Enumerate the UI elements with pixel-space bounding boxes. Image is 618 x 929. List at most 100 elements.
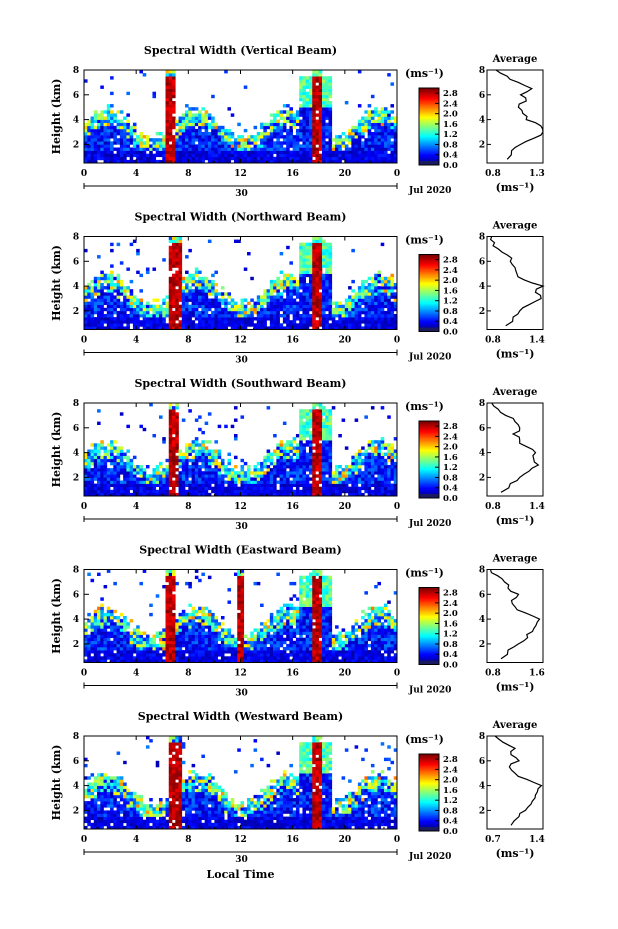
- heatmap-cell: [168, 483, 173, 487]
- heatmap-cell: [191, 465, 196, 469]
- heatmap-cell: [185, 125, 189, 130]
- heatmap-cell: [175, 474, 179, 478]
- heatmap-cell: [90, 492, 95, 497]
- heatmap-cell: [119, 110, 124, 114]
- heatmap-cell: [364, 147, 368, 151]
- heatmap-cell: [393, 326, 398, 330]
- heatmap-cell: [247, 483, 251, 487]
- heatmap-cell: [364, 125, 368, 130]
- heatmap-cell: [145, 301, 150, 305]
- heatmap-cell: [377, 273, 381, 278]
- heatmap-cell: [292, 477, 297, 481]
- heatmap-cell: [260, 492, 264, 497]
- heatmap-cell: [119, 320, 124, 324]
- heatmap-cell: [374, 279, 378, 284]
- heatmap-cell: [364, 295, 368, 299]
- heatmap-cell: [286, 141, 290, 145]
- heatmap-cell: [305, 409, 310, 413]
- heatmap-cell: [181, 304, 186, 309]
- heatmap-cell: [292, 113, 297, 117]
- heatmap-cell: [364, 156, 368, 161]
- heatmap-cell: [383, 492, 388, 497]
- heatmap-cell: [172, 461, 176, 466]
- heatmap-cell: [266, 483, 271, 487]
- heatmap-cell: [361, 159, 365, 164]
- heatmap-cell: [374, 122, 378, 127]
- heatmap-cell: [132, 153, 137, 158]
- heatmap-cell: [237, 471, 241, 475]
- heatmap-cell: [318, 317, 323, 321]
- heatmap-cell: [393, 461, 398, 466]
- heatmap-cell: [387, 147, 391, 151]
- heatmap-cell: [90, 135, 95, 139]
- heatmap-cell: [136, 483, 140, 487]
- heatmap-cell: [224, 138, 228, 142]
- heatmap-cell: [132, 465, 137, 469]
- heatmap-cell: [338, 147, 342, 151]
- heatmap-cell: [116, 489, 121, 494]
- heatmap-cell: [308, 141, 313, 145]
- heatmap-cell: [220, 286, 225, 290]
- heatmap-cell: [263, 458, 267, 463]
- heatmap-cell: [302, 320, 307, 324]
- heatmap-cell: [113, 119, 117, 123]
- heatmap-cell: [325, 79, 329, 83]
- heatmap-cell: [110, 91, 114, 96]
- heatmap-cell: [240, 138, 245, 142]
- heatmap-cell: [279, 113, 284, 117]
- heatmap-cell: [302, 301, 307, 305]
- heatmap-cell: [126, 489, 130, 494]
- heatmap-cell: [325, 153, 329, 158]
- heatmap-cell: [214, 270, 218, 274]
- heatmap-cell: [361, 135, 365, 139]
- heatmap-cell: [253, 125, 258, 130]
- heatmap-cell: [110, 116, 114, 120]
- heatmap-cell: [172, 483, 176, 487]
- heatmap-cell: [374, 150, 378, 154]
- heatmap-cell: [380, 406, 385, 410]
- heatmap-cell: [97, 612, 101, 617]
- heatmap-cell: [357, 320, 362, 324]
- heatmap-cell: [178, 310, 183, 315]
- heatmap-cell: [100, 128, 104, 133]
- heatmap-cell: [165, 113, 170, 117]
- heatmap-cell: [204, 150, 209, 154]
- heatmap-cell: [155, 326, 160, 330]
- heatmap-cell: [93, 631, 98, 635]
- heatmap-cell: [90, 656, 95, 660]
- heatmap-cell: [377, 141, 381, 145]
- heatmap-cell: [217, 301, 222, 305]
- heatmap-cell: [191, 156, 196, 161]
- heatmap-cell: [110, 159, 114, 164]
- heatmap-cell: [87, 477, 91, 481]
- heatmap-cell: [90, 455, 95, 460]
- heatmap-cell: [93, 474, 98, 478]
- heatmap-cell: [106, 468, 111, 472]
- heatmap-cell: [188, 320, 192, 324]
- heatmap-cell: [194, 286, 199, 290]
- heatmap-cell: [315, 113, 320, 117]
- heatmap-cell: [273, 474, 277, 478]
- heatmap-cell: [331, 301, 336, 305]
- heatmap-cell: [224, 144, 228, 148]
- heatmap-cell: [220, 132, 225, 136]
- heatmap-cell: [308, 150, 313, 154]
- heatmap-cell: [175, 248, 179, 253]
- heatmap-cell: [110, 323, 114, 327]
- heatmap-cell: [103, 465, 108, 469]
- heatmap-cell: [364, 150, 368, 154]
- heatmap-cell: [194, 489, 199, 494]
- heatmap-cell: [318, 76, 323, 80]
- heatmap-cell: [318, 116, 323, 120]
- heatmap-cell: [357, 153, 362, 158]
- heatmap-cell: [328, 91, 333, 96]
- heatmap-cell: [106, 612, 111, 617]
- date-label: Jul 2020: [408, 353, 451, 363]
- heatmap-cell: [139, 138, 143, 142]
- heatmap-cell: [374, 138, 378, 142]
- heatmap-cell: [357, 292, 362, 296]
- heatmap-cell: [126, 91, 130, 96]
- x-tick-label: 12: [234, 336, 247, 346]
- heatmap-cell: [132, 141, 137, 145]
- heatmap-cell: [100, 489, 104, 494]
